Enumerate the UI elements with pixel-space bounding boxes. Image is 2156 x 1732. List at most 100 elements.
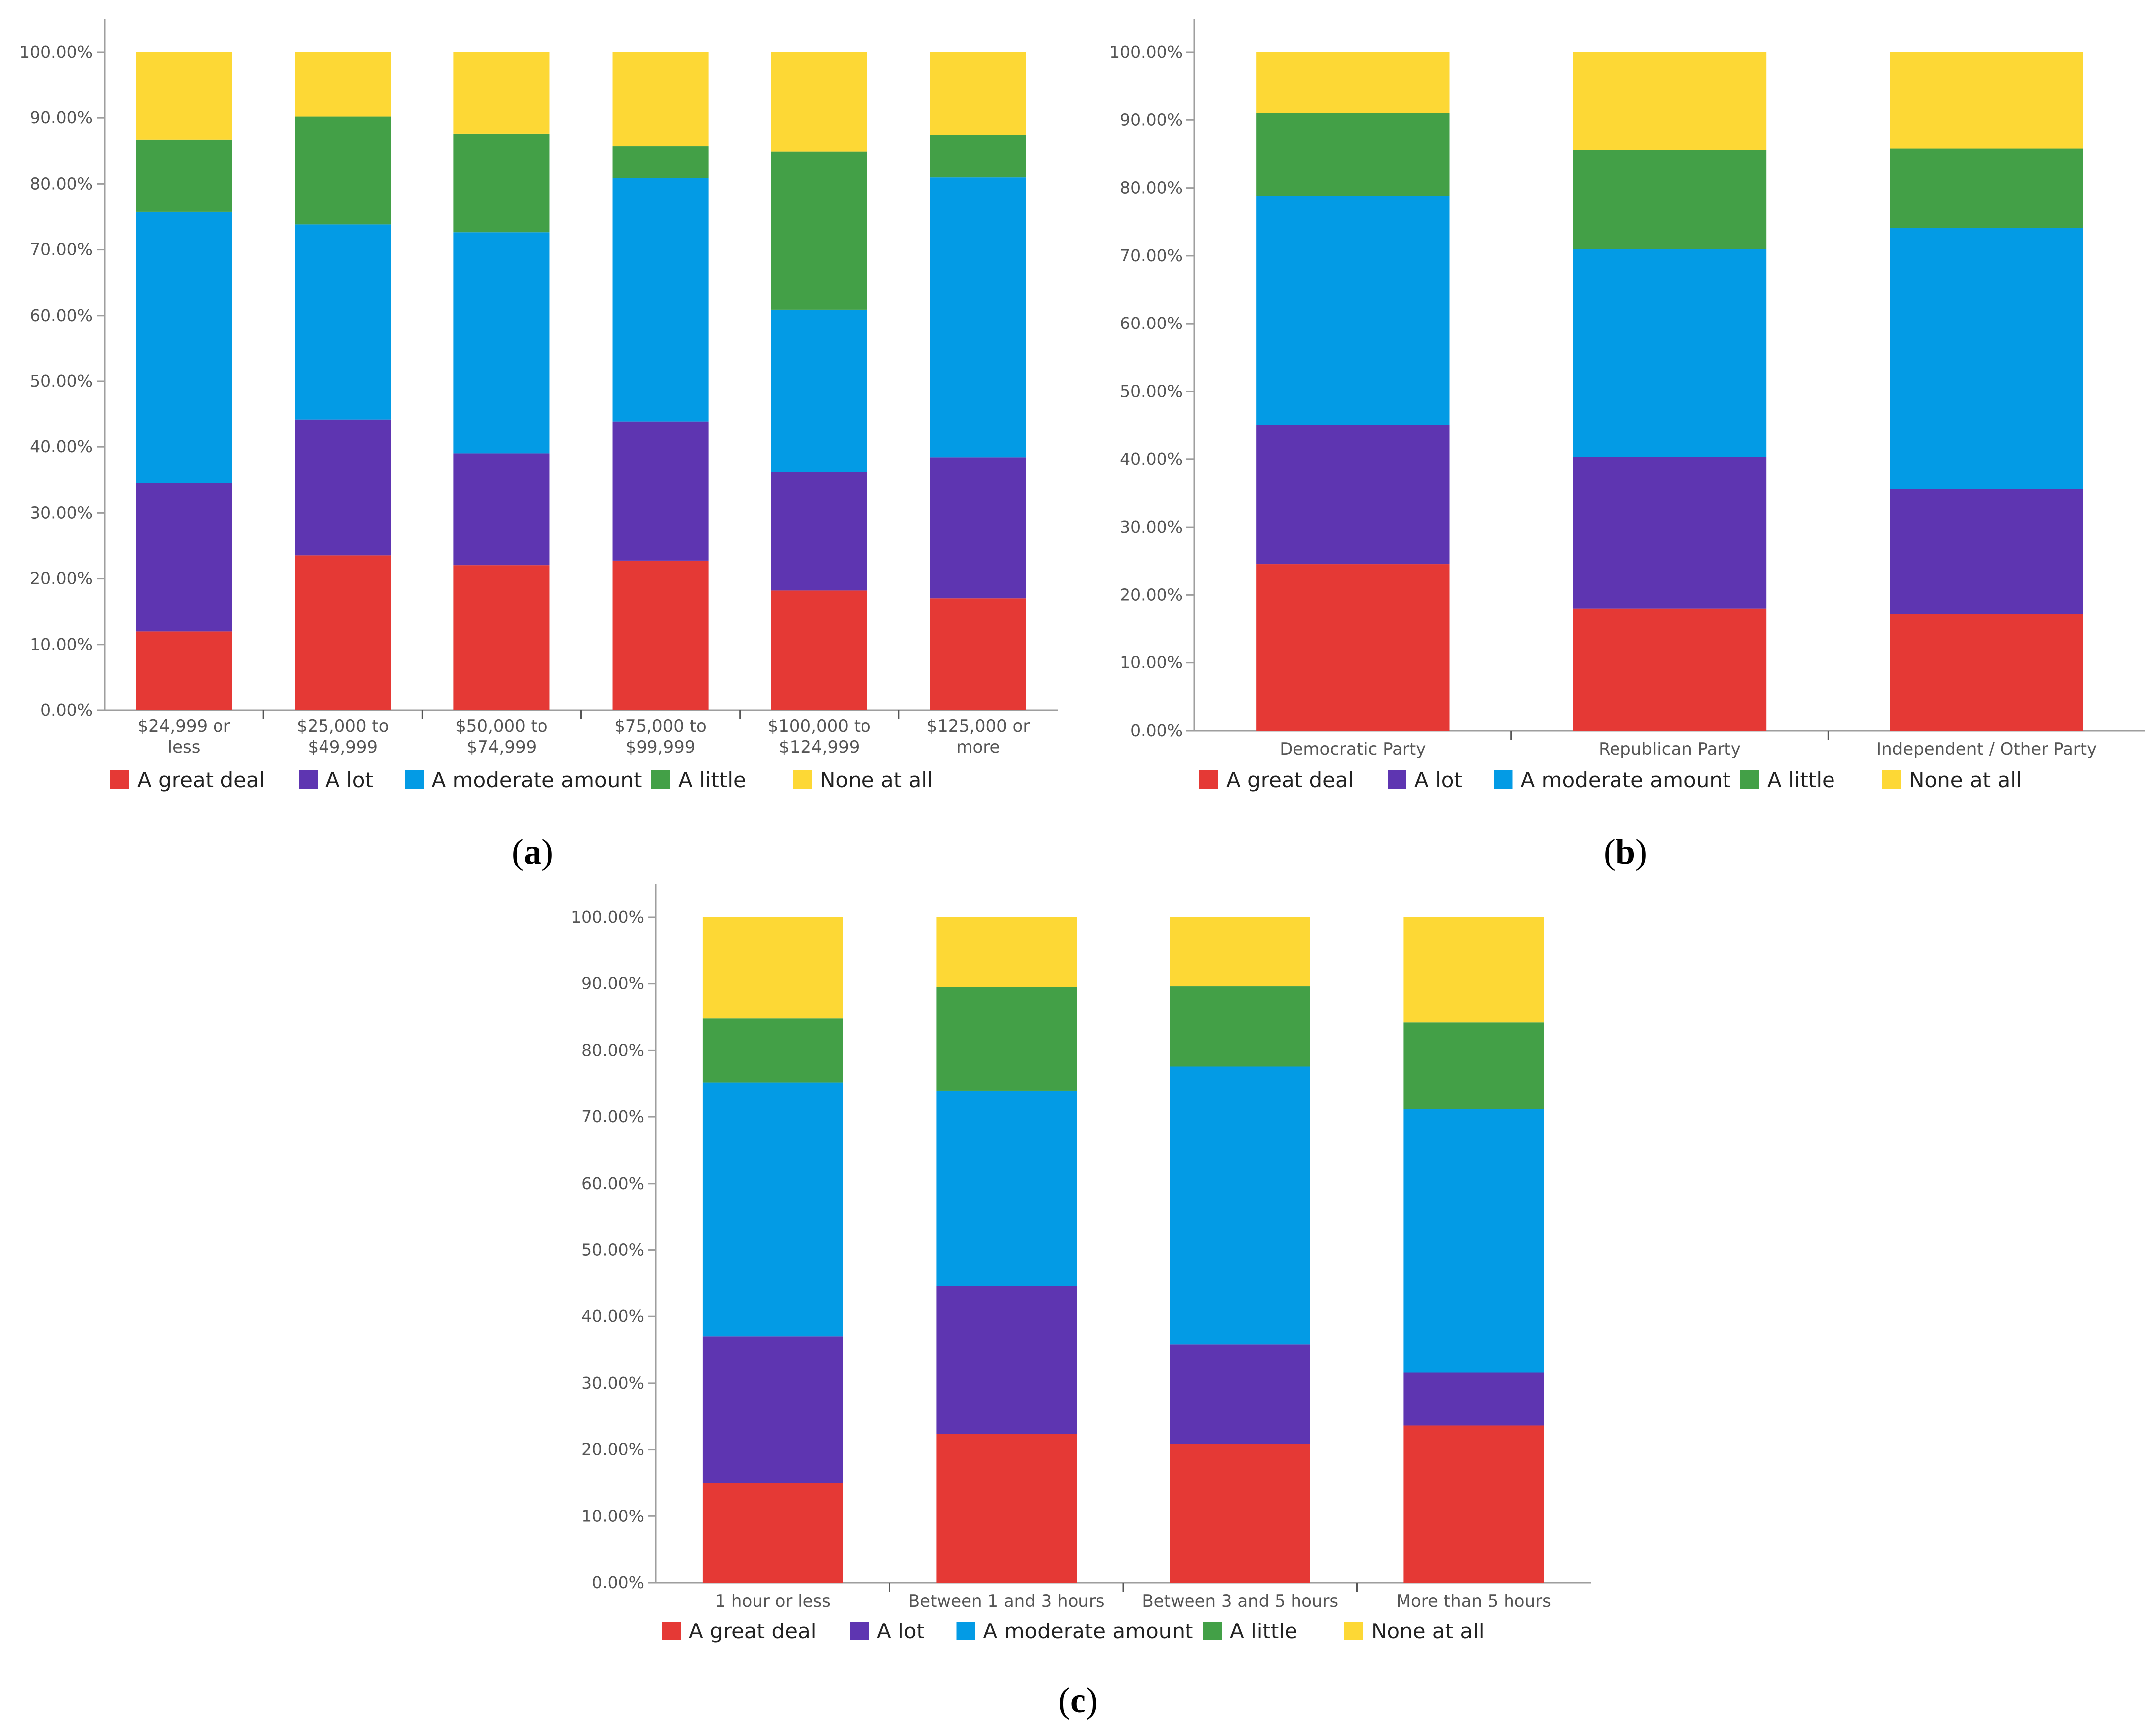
y-tick-label: 90.00%: [1120, 110, 1183, 129]
bar-segment-a-lot: [453, 453, 550, 566]
bar-segment-a-great-deal: [771, 590, 867, 710]
y-tick-label: 80.00%: [581, 1040, 644, 1060]
bar-segment-a-little: [453, 133, 550, 233]
bar-segment-a-lot: [1256, 425, 1450, 565]
bar-segment-none-at-all: [930, 52, 1026, 135]
legend-label-none-at-all: None at all: [1371, 1619, 1485, 1643]
x-category-label: Independent / Other Party: [1876, 739, 2097, 759]
bar-segment-a-moderate-amount: [930, 177, 1026, 458]
legend-label-a-lot: A lot: [877, 1619, 925, 1643]
legend-label-a-moderate-amount: A moderate amount: [1521, 768, 1731, 792]
y-tick-label: 70.00%: [30, 240, 93, 259]
bar-segment-a-moderate-amount: [612, 178, 709, 422]
y-tick-label: 50.00%: [581, 1240, 644, 1260]
y-tick-label: 70.00%: [1120, 246, 1183, 265]
legend-swatch-none-at-all: [1344, 1622, 1363, 1640]
x-category-label: $24,999 or less: [137, 716, 230, 757]
y-tick-label: 30.00%: [30, 503, 93, 522]
legend-swatch-a-lot: [850, 1622, 869, 1640]
bar-segment-a-great-deal: [1403, 1425, 1544, 1583]
bar-segment-a-moderate-amount: [936, 1090, 1077, 1286]
bar-segment-a-lot: [771, 472, 867, 591]
y-tick-label: 60.00%: [1120, 314, 1183, 333]
bar-segment-a-great-deal: [295, 555, 391, 710]
y-tick-label: 30.00%: [1120, 517, 1183, 537]
chart-panel-b: 0.00% 10.00% 20.00% 30.00% 40.00% 50.00% 60.00…: [1109, 19, 2145, 792]
bar-segment-none-at-all: [295, 52, 391, 117]
bar-segment-a-little: [136, 139, 232, 212]
y-tick-label: 80.00%: [30, 174, 93, 193]
bar-segment-a-lot: [1890, 489, 2083, 614]
y-tick-label: 0.00%: [592, 1573, 644, 1592]
y-tick-label: 100.00%: [571, 907, 644, 927]
legend-swatch-none-at-all: [793, 770, 812, 789]
panel-label-a: (a): [512, 832, 553, 871]
x-category-label: $75,000 to $99,999: [614, 716, 707, 757]
bar-segment-a-lot: [136, 483, 232, 632]
legend-swatch-a-little: [1740, 770, 1759, 789]
bar-segment-a-little: [771, 151, 867, 310]
bar-segment-a-great-deal: [612, 560, 709, 710]
bar-segment-a-lot: [936, 1286, 1077, 1434]
bar-segment-a-moderate-amount: [136, 211, 232, 483]
bar-segment-a-little: [1170, 986, 1310, 1067]
bar-segment-a-moderate-amount: [453, 232, 550, 454]
bar-segment-none-at-all: [936, 917, 1077, 987]
x-category-label: 1 hour or less: [715, 1591, 831, 1611]
y-tick-label: 50.00%: [1120, 382, 1183, 401]
bar-segment-a-great-deal: [1890, 614, 2083, 731]
legend-swatch-a-great-deal: [662, 1622, 681, 1640]
y-tick-label: 50.00%: [30, 371, 93, 391]
legend-swatch-a-moderate-amount: [405, 770, 424, 789]
bar-segment-a-great-deal: [936, 1434, 1077, 1583]
bar-segment-a-lot: [702, 1336, 843, 1483]
legend-label-a-moderate-amount: A moderate amount: [983, 1619, 1193, 1643]
legend-swatch-a-little: [1203, 1622, 1222, 1640]
y-tick-label: 10.00%: [581, 1506, 644, 1525]
x-category-label: Between 1 and 3 hours: [908, 1591, 1105, 1611]
bar-segment-a-great-deal: [702, 1483, 843, 1583]
y-tick-label: 10.00%: [1120, 653, 1183, 672]
x-category-label: Between 3 and 5 hours: [1142, 1591, 1338, 1611]
bar-segment-a-moderate-amount: [1403, 1109, 1544, 1373]
legend-swatch-a-moderate-amount: [1494, 770, 1513, 789]
x-category-label: Republican Party: [1599, 739, 1741, 759]
bar-segment-a-lot: [1573, 457, 1767, 609]
legend-swatch-a-great-deal: [110, 770, 129, 789]
bar-segment-a-moderate-amount: [1573, 249, 1767, 457]
bar-segment-a-lot: [1403, 1372, 1544, 1426]
chart-panel-a: 0.00% 10.00% 20.00% 30.00% 40.00% 50.00% 60.00…: [19, 19, 1058, 792]
x-category-label: $25,000 to $49,999: [297, 716, 389, 757]
legend-label-a-great-deal: A great deal: [689, 1619, 816, 1643]
y-tick-label: 90.00%: [30, 108, 93, 127]
bar-segment-none-at-all: [1403, 917, 1544, 1023]
y-tick-label: 10.00%: [30, 635, 93, 654]
legend-label-a-little: A little: [1230, 1619, 1297, 1643]
legend-swatch-a-lot: [1388, 770, 1406, 789]
chart-panel-c: 0.00% 10.00% 20.00% 30.00% 40.00% 50.00% 60.00…: [571, 884, 1591, 1643]
bar-segment-a-great-deal: [136, 631, 232, 710]
bar-segment-a-great-deal: [1256, 564, 1450, 731]
bar-segment-a-moderate-amount: [771, 309, 867, 472]
legend-label-a-great-deal: A great deal: [1226, 768, 1354, 792]
bar-segment-a-moderate-amount: [295, 224, 391, 420]
y-tick-label: 20.00%: [1120, 585, 1183, 604]
bar-segment-a-great-deal: [1170, 1444, 1310, 1583]
bar-segment-none-at-all: [1890, 52, 2083, 149]
bar-segment-a-little: [612, 146, 709, 178]
bar-segment-a-little: [930, 135, 1026, 178]
bar-segment-a-little: [1890, 148, 2083, 228]
bar-segment-a-little: [702, 1018, 843, 1082]
bar-segment-a-little: [1403, 1022, 1544, 1109]
x-category-label: $50,000 to $74,999: [455, 716, 548, 757]
bar-segment-a-lot: [612, 421, 709, 561]
y-tick-label: 40.00%: [581, 1306, 644, 1326]
legend-label-a-lot: A lot: [325, 768, 373, 792]
panel-label-b: (b): [1604, 832, 1647, 871]
legend-label-a-great-deal: A great deal: [137, 768, 265, 792]
y-tick-label: 60.00%: [30, 306, 93, 325]
x-category-label: More than 5 hours: [1397, 1591, 1551, 1611]
y-tick-label: 0.00%: [40, 700, 93, 720]
bar-segment-a-moderate-amount: [1170, 1066, 1310, 1345]
x-category-label: $125,000 or more: [927, 716, 1030, 757]
